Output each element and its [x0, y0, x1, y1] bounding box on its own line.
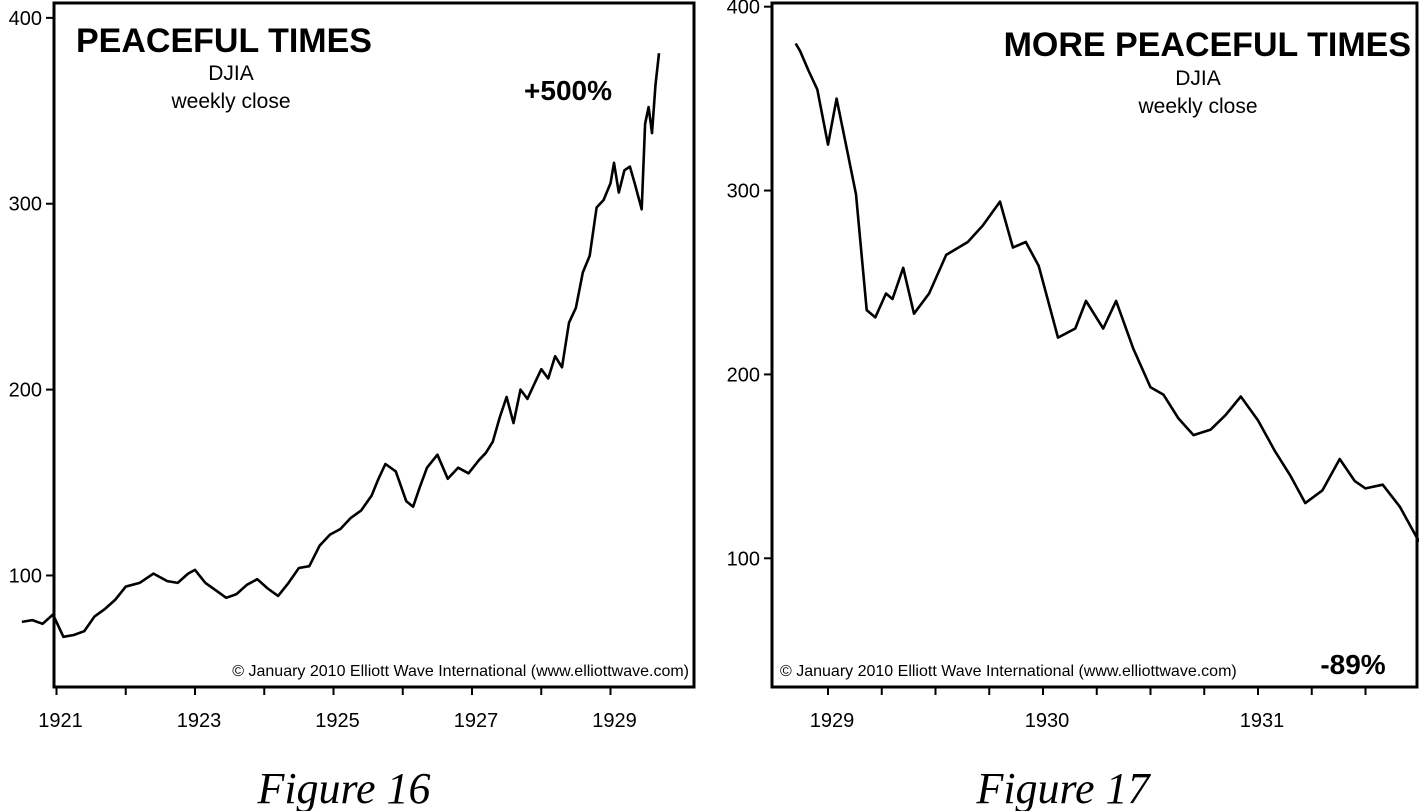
- plot-frame-fig16: [52, 1, 696, 689]
- x-axis-fig17: 1929193019311932: [810, 687, 1367, 732]
- y-tick-label-fig16-100: 100: [9, 565, 42, 587]
- credit-fig17: © January 2010 Elliott Wave Internationa…: [780, 663, 1237, 680]
- djia-line-fig17: [794, 42, 1419, 543]
- chart-title-fig17: MORE PEACEFUL TIMES: [1004, 26, 1411, 64]
- x-tick-label-fig17-1931: 1931: [1240, 710, 1285, 732]
- chart-subtitle-fig16-line2: weekly close: [170, 90, 290, 113]
- chart-panel-fig16: 100 200 300 400 1921 1923 1925 1927 1929 PEACEF…: [9, 1, 696, 811]
- x-tick-label-fig16-1925: 1925: [315, 710, 360, 732]
- annotation-fig16: +500%: [524, 75, 612, 106]
- x-tick-label-fig16-1927: 1927: [454, 710, 499, 732]
- y-tick-label-fig17-100: 100: [727, 548, 760, 570]
- y-tick-label-fig17-400: 400: [727, 0, 760, 19]
- credit-fig16: © January 2010 Elliott Wave Internationa…: [232, 663, 689, 680]
- plot-frame-fig17: [770, 1, 1419, 689]
- x-tick-label-fig16-1921: 1921: [38, 710, 83, 732]
- x-tick-label-fig17-1929: 1929: [810, 710, 855, 732]
- y-axis-fig16: 100 200 300 400: [9, 8, 54, 587]
- y-tick-label-fig16-300: 300: [9, 194, 42, 216]
- x-tick-label-fig17-1930: 1930: [1025, 710, 1070, 732]
- y-tick-label-fig17-300: 300: [727, 181, 760, 203]
- figure-caption-17: Figure 17: [975, 764, 1151, 811]
- x-tick-label-fig16-1923: 1923: [177, 710, 222, 732]
- djia-line-fig16: [21, 53, 661, 639]
- annotation-fig17: -89%: [1320, 649, 1385, 680]
- chart-title-fig16: PEACEFUL TIMES: [76, 22, 372, 60]
- y-axis-fig17: 100 200 300 400: [727, 0, 772, 570]
- x-tick-label-fig16-1929: 1929: [592, 710, 637, 732]
- y-tick-label-fig17-200: 200: [727, 364, 760, 386]
- y-tick-label-fig16-400: 400: [9, 8, 42, 30]
- chart-subtitle-fig17-line1: DJIA: [1175, 67, 1221, 90]
- figure-caption-16: Figure 16: [256, 764, 430, 811]
- chart-subtitle-fig17-line2: weekly close: [1137, 95, 1257, 118]
- chart-subtitle-fig16-line1: DJIA: [208, 62, 254, 85]
- y-tick-label-fig16-200: 200: [9, 380, 42, 402]
- x-axis-fig16: 1921 1923 1925 1927 1929: [38, 687, 637, 732]
